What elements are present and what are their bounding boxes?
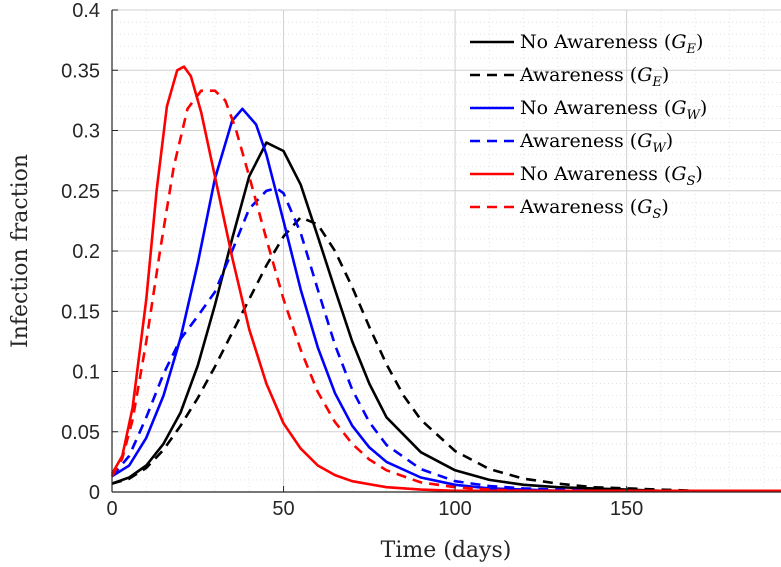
y-tick-label: 0 bbox=[89, 482, 100, 504]
x-axis-label: Time (days) bbox=[381, 538, 512, 563]
tick-labels: 0 50 100 150 0 0.05 0.1 0.15 0.2 0.25 0.3 0.35 0.4 bbox=[61, 0, 643, 520]
series-line-3 bbox=[111, 187, 781, 493]
legend: No Awareness (GE) Awareness (GE) No Awaren… bbox=[470, 31, 707, 222]
legend-entry-1: Awareness (GE) bbox=[519, 64, 669, 90]
legend-entry-2: No Awareness (GW) bbox=[520, 97, 707, 123]
y-tick-label: 0.2 bbox=[72, 241, 100, 263]
series-line-4 bbox=[110, 65, 781, 493]
x-tick-label: 150 bbox=[610, 498, 643, 520]
y-tick-label: 0.35 bbox=[61, 60, 100, 82]
series-layer bbox=[110, 65, 781, 493]
legend-entry-5: Awareness (GS) bbox=[519, 196, 669, 222]
x-tick-label: 100 bbox=[438, 498, 471, 520]
series-line-5 bbox=[110, 89, 781, 493]
legend-entry-4: No Awareness (GS) bbox=[520, 163, 703, 189]
y-tick-label: 0.25 bbox=[61, 181, 100, 203]
y-tick-label: 0.15 bbox=[61, 301, 100, 323]
legend-entry-3: Awareness (GW) bbox=[519, 130, 673, 156]
y-axis-label: Infection fraction bbox=[8, 154, 33, 348]
x-tick-label: 50 bbox=[272, 498, 294, 520]
legend-entry-0: No Awareness (GE) bbox=[520, 31, 703, 57]
series-line-0 bbox=[111, 141, 781, 493]
y-tick-label: 0.3 bbox=[72, 121, 100, 143]
x-tick-label: 0 bbox=[106, 498, 117, 520]
axes bbox=[111, 9, 781, 493]
y-tick-label: 0.05 bbox=[61, 422, 100, 444]
y-tick-label: 0.1 bbox=[72, 362, 100, 384]
y-tick-label: 0.4 bbox=[72, 0, 100, 22]
